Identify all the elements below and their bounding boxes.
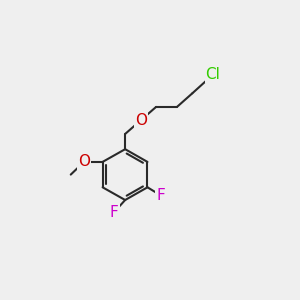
Text: O: O (78, 154, 90, 169)
Text: F: F (156, 188, 165, 203)
Text: Cl: Cl (206, 67, 220, 82)
Text: F: F (110, 205, 118, 220)
Text: O: O (135, 113, 147, 128)
